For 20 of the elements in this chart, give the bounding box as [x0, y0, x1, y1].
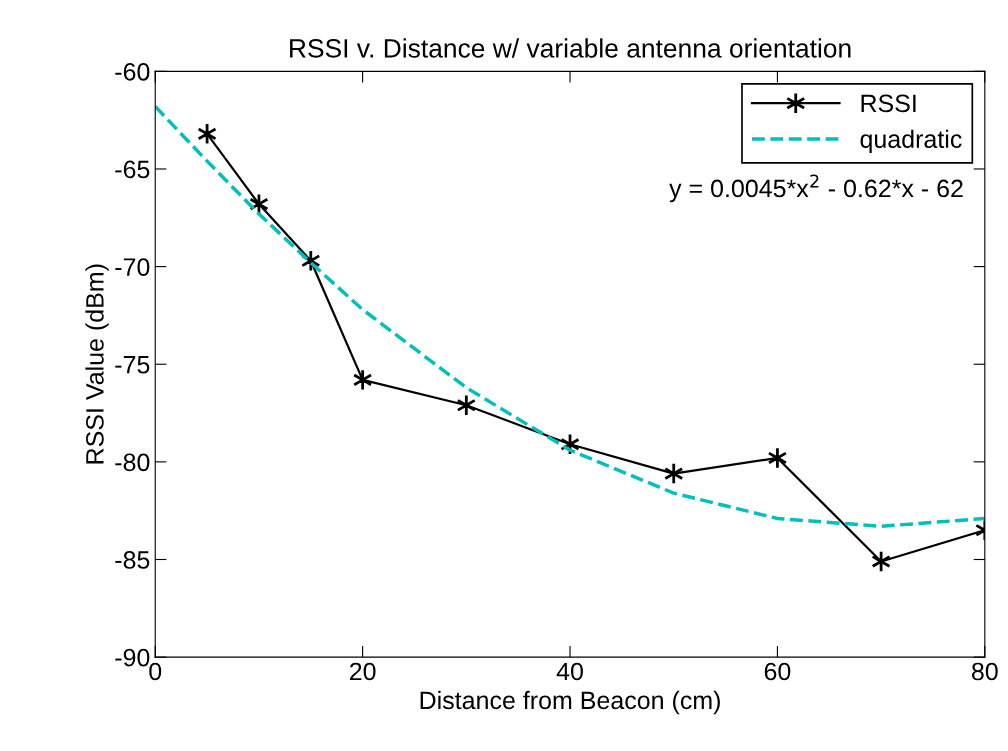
x-tick-label: 80 [972, 662, 998, 681]
y-tick-label: -70 [115, 258, 150, 276]
legend-label: quadratic [860, 129, 962, 153]
chart-title: RSSI v. Distance w/ variable antenna orientation [290, 38, 851, 58]
y-tick-label: -80 [115, 453, 150, 472]
y-axis-title: RSSI Value (dBm) [85, 264, 109, 464]
point [767, 446, 788, 470]
x-axis-title: Distance from Beacon (cm) [420, 690, 720, 715]
y-tick-label: -75 [115, 356, 150, 374]
annotation: y = 0.0045*x$^{2}$ - 0.62*x - 62 [669, 174, 963, 203]
legend-label: RSSI [861, 94, 916, 113]
point [352, 368, 373, 391]
x-tick-label: 0 [149, 662, 162, 681]
y-tick-label: -65 [115, 160, 150, 179]
x-tick-label: 60 [764, 662, 791, 681]
y-tick-label: -60 [115, 62, 150, 81]
y-tick-label: -90 [115, 648, 150, 667]
x-tick-label: 40 [556, 662, 583, 681]
y-tick-label: -85 [115, 551, 150, 569]
x-tick-label: 20 [349, 662, 376, 681]
